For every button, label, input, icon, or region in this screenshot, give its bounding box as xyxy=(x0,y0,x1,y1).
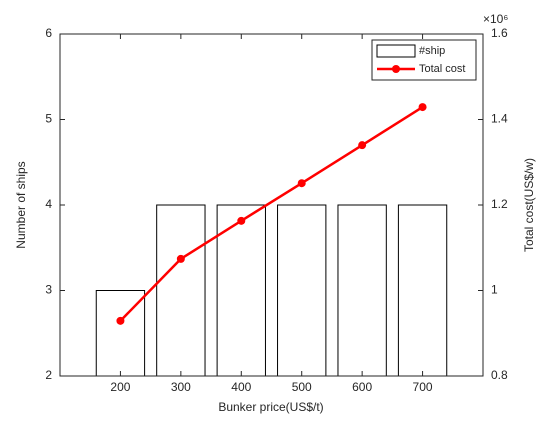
bar xyxy=(277,204,327,377)
marker xyxy=(358,141,367,150)
x-axis-label: Bunker price(US$/t) xyxy=(218,400,323,414)
x-tick-label: 400 xyxy=(231,380,251,394)
legend-marker xyxy=(392,65,400,73)
y-tick-label: 5 xyxy=(45,112,52,126)
y-tick-label: 3 xyxy=(45,283,52,297)
y2-axis-label: Total cost(US$/w) xyxy=(522,158,536,252)
y2-tick-label: 1.2 xyxy=(491,197,508,211)
x-tick-label: 300 xyxy=(171,380,191,394)
marker xyxy=(176,254,185,263)
legend-swatch xyxy=(376,44,416,58)
line xyxy=(119,106,424,322)
marker xyxy=(418,103,427,112)
bar xyxy=(397,204,448,377)
y2-tick-label: 0.8 xyxy=(491,368,508,382)
x-tick-label: 200 xyxy=(110,380,130,394)
y-tick-label: 2 xyxy=(45,368,52,382)
bar xyxy=(337,204,387,377)
bar xyxy=(216,204,266,377)
marker xyxy=(297,179,306,188)
y2-tick-label: 1 xyxy=(491,283,498,297)
y2-tick-label: 1.4 xyxy=(491,112,508,126)
marker xyxy=(237,216,246,225)
x-tick-label: 700 xyxy=(413,380,433,394)
y2-tick-label: 1.6 xyxy=(491,26,508,40)
y-tick-label: 4 xyxy=(45,197,52,211)
x-tick-label: 600 xyxy=(352,380,372,394)
marker xyxy=(116,316,125,325)
y2-multiplier: ×10⁶ xyxy=(483,12,508,26)
y-tick-label: 6 xyxy=(45,26,52,40)
y-axis-label: Number of ships xyxy=(14,161,28,248)
legend-label: #ship xyxy=(419,45,445,57)
legend-label: Total cost xyxy=(419,63,465,75)
x-tick-label: 500 xyxy=(292,380,312,394)
bar xyxy=(156,204,206,377)
